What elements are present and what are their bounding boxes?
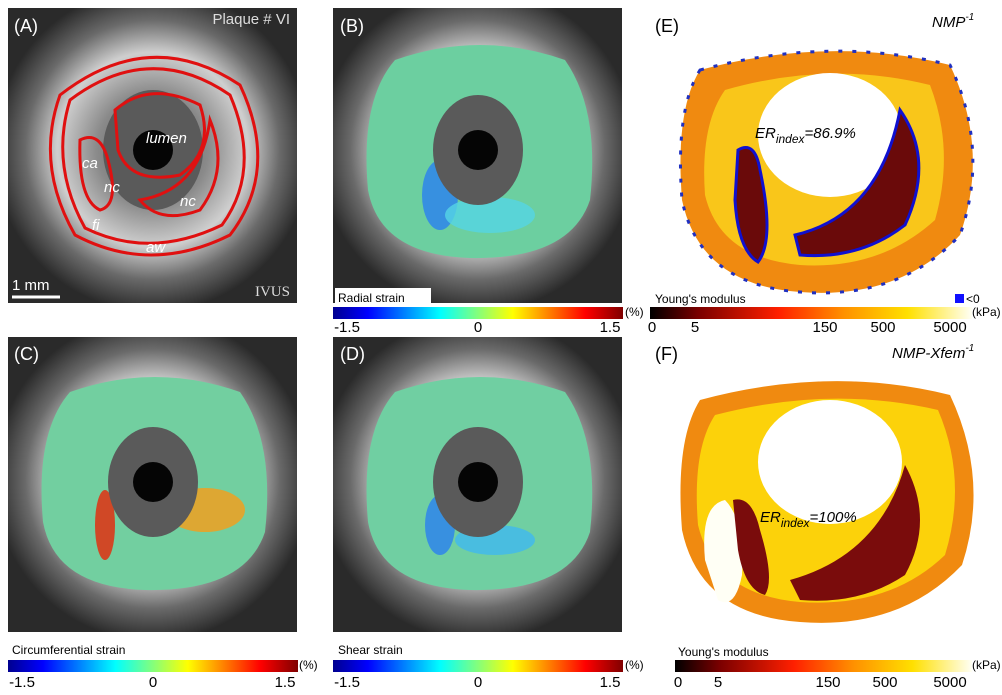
- scale-bar-label: 1 mm: [12, 277, 50, 294]
- panel-a: (A) Plaque # VI lumen ca nc nc fi aw 1 m…: [8, 8, 297, 303]
- title-text: NMP: [932, 14, 965, 31]
- er-text: ER: [755, 125, 776, 142]
- region-label: nc: [180, 193, 196, 210]
- colorbar-tick: 1.5: [275, 674, 296, 690]
- colorbar-title: Shear strain: [338, 643, 403, 657]
- colorbar-tick: 500: [872, 674, 897, 690]
- colorbar-tick: 1.5: [600, 319, 621, 336]
- colorbar-title: Radial strain: [338, 291, 405, 305]
- colorbar-tick: 0: [474, 674, 482, 690]
- colorbar-unit: (kPa): [972, 305, 1001, 319]
- colorbar-tick: -1.5: [334, 319, 360, 336]
- panel-label: (C): [14, 344, 39, 364]
- er-index: ERindex=100%: [760, 509, 857, 530]
- colorbar-unit: (kPa): [972, 658, 1001, 672]
- colorbar-tick: 1.5: [600, 674, 621, 690]
- colorbar-tick: 0: [149, 674, 157, 690]
- colorbar-tick: 150: [812, 319, 837, 336]
- colorbar-unit: (%): [299, 658, 318, 672]
- er-text: ER: [760, 509, 781, 526]
- er-sub: index: [781, 516, 811, 530]
- panel-f: (F) NMP-Xfem-1 ERindex=100% Young's modu…: [655, 343, 1001, 691]
- region-label: nc: [104, 179, 120, 196]
- colorbar-tick: 5000: [933, 319, 966, 336]
- colorbar-tick: -1.5: [334, 674, 360, 690]
- negative-label: <0: [966, 292, 980, 306]
- er-sub: index: [776, 132, 806, 146]
- region-label: aw: [146, 239, 166, 256]
- region-label: lumen: [146, 130, 187, 147]
- panel-e: (E) NMP-1 ERindex=86.9% Young's modulus …: [648, 12, 1001, 336]
- colorbar-tick: 5: [691, 319, 699, 336]
- title-sup: -1: [965, 12, 974, 23]
- panel-b: (B) Radial strain (%) -1.5 0 1.5: [333, 8, 644, 336]
- colorbar-unit: (%): [625, 305, 644, 319]
- er-value: =86.9%: [805, 125, 856, 142]
- colorbar-tick: 5: [714, 674, 722, 690]
- panel-label: (A): [14, 16, 38, 36]
- title-sup: -1: [965, 343, 974, 354]
- er-index: ERindex=86.9%: [755, 125, 856, 146]
- colorbar-tick: 0: [648, 319, 656, 336]
- colorbar-unit: (%): [625, 658, 644, 672]
- colorbar-tick: 0: [474, 319, 482, 336]
- title-text: NMP-Xfem: [892, 345, 965, 362]
- region-label: ca: [82, 155, 98, 172]
- colorbar-tick: -1.5: [9, 674, 35, 690]
- panel-title: NMP-1: [932, 12, 974, 31]
- panel-label: (E): [655, 16, 679, 36]
- colorbar-title: Circumferential strain: [12, 643, 125, 657]
- er-value: =100%: [810, 509, 857, 526]
- region-label: fi: [92, 217, 100, 234]
- panel-d: (D) Shear strain (%) -1.5 0 1.5: [333, 337, 644, 691]
- panel-label: (F): [655, 344, 678, 364]
- panel-title: NMP-Xfem-1: [892, 343, 974, 362]
- colorbar-title: Young's modulus: [678, 645, 769, 659]
- modality: IVUS: [255, 284, 290, 300]
- panel-title: Plaque # VI: [212, 11, 290, 28]
- colorbar-title: Young's modulus: [655, 292, 746, 306]
- colorbar-tick: 500: [870, 319, 895, 336]
- panel-label: (B): [340, 16, 364, 36]
- colorbar-tick: 0: [674, 674, 682, 690]
- colorbar-tick: 5000: [933, 674, 966, 690]
- colorbar-tick: 150: [815, 674, 840, 690]
- panel-c: (C) Circumferential strain (%) -1.5 0 1.…: [8, 337, 318, 691]
- panel-label: (D): [340, 344, 365, 364]
